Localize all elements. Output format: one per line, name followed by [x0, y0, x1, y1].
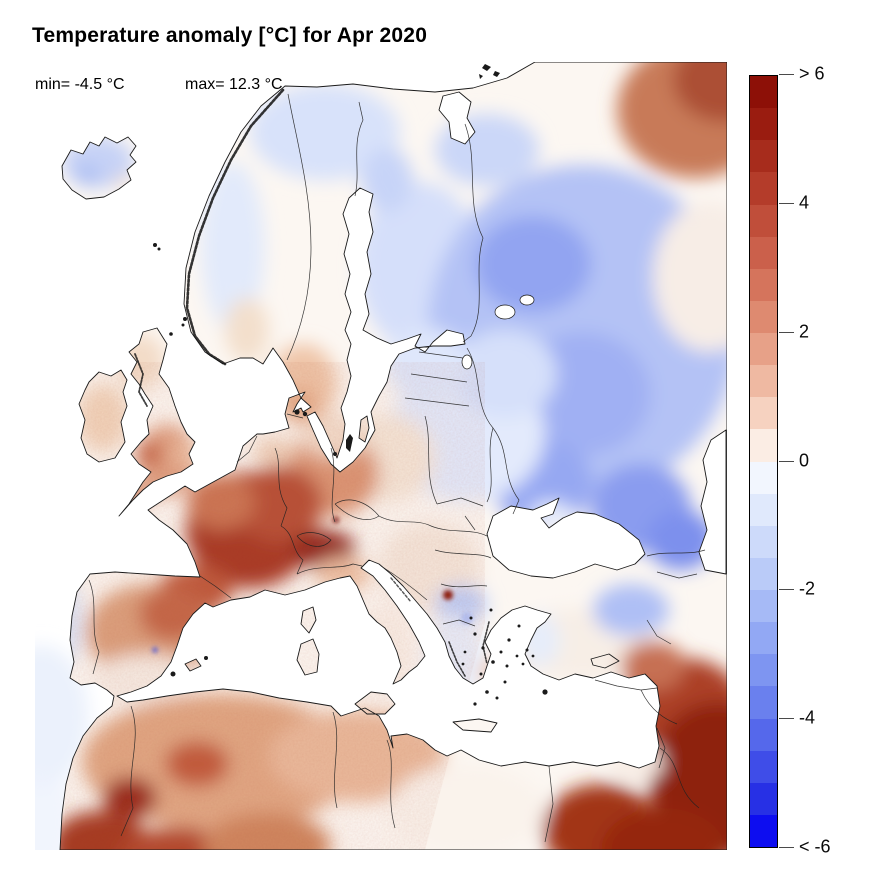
- colorbar-segment: [750, 76, 777, 109]
- colorbar-segment: [750, 557, 777, 590]
- colorbar-segment: [750, 750, 777, 783]
- colorbar: [749, 75, 778, 848]
- colorbar-segment: [750, 429, 777, 462]
- colorbar-segment: [750, 718, 777, 751]
- anomaly-map: [0, 61, 728, 875]
- colorbar-segment: [750, 140, 777, 173]
- colorbar-segment: [750, 365, 777, 398]
- colorbar-segment: [750, 654, 777, 687]
- colorbar-tick-label: 0: [799, 449, 810, 470]
- colorbar-segment: [750, 268, 777, 301]
- colorbar-segment: [750, 204, 777, 237]
- colorbar-tick-line: [779, 331, 794, 333]
- colorbar-tick-line: [779, 202, 794, 204]
- page-title: Temperature anomaly [°C] for Apr 2020: [32, 24, 428, 47]
- colorbar-tick-label: > 6: [799, 63, 825, 84]
- colorbar-tick-label: 4: [799, 192, 810, 213]
- colorbar-tick-label: < -6: [799, 836, 831, 857]
- colorbar-segment: [750, 397, 777, 430]
- colorbar-tick-line: [779, 847, 794, 848]
- colorbar-tick-line: [779, 589, 794, 591]
- colorbar-tick-line: [779, 74, 794, 75]
- colorbar-tick-label: -4: [799, 707, 816, 728]
- colorbar-segment: [750, 461, 777, 494]
- fjord-texture: [134, 88, 490, 677]
- colorbar-segment: [750, 236, 777, 269]
- country-borders: [88, 93, 706, 843]
- stats-line: min= -4.5 °C max= 12.3 °C: [35, 76, 283, 94]
- colorbar-segment: [750, 493, 777, 526]
- colorbar-segment: [750, 686, 777, 719]
- min-value-label: min= -4.5 °C: [35, 76, 125, 93]
- colorbar-segment: [750, 300, 777, 333]
- colorbar-segment: [750, 590, 777, 623]
- colorbar-segment: [750, 108, 777, 141]
- max-value-label: max= 12.3 °C: [185, 76, 283, 93]
- colorbar-tick-line: [779, 460, 794, 462]
- anomaly-color-field: [60, 62, 727, 850]
- europe-map-svg: [0, 61, 728, 875]
- colorbar-segment: [750, 172, 777, 205]
- colorbar-segment: [750, 622, 777, 655]
- colorbar-segment: [750, 333, 777, 366]
- small-islands: [153, 64, 548, 706]
- colorbar-segment: [750, 814, 777, 847]
- colorbar-segment: [750, 782, 777, 815]
- lakes: [461, 294, 535, 370]
- colorbar-tick-label: -2: [799, 578, 816, 599]
- colorbar-tick-line: [779, 718, 794, 720]
- colorbar-segment: [750, 525, 777, 558]
- colorbar-tick-label: 2: [799, 321, 810, 342]
